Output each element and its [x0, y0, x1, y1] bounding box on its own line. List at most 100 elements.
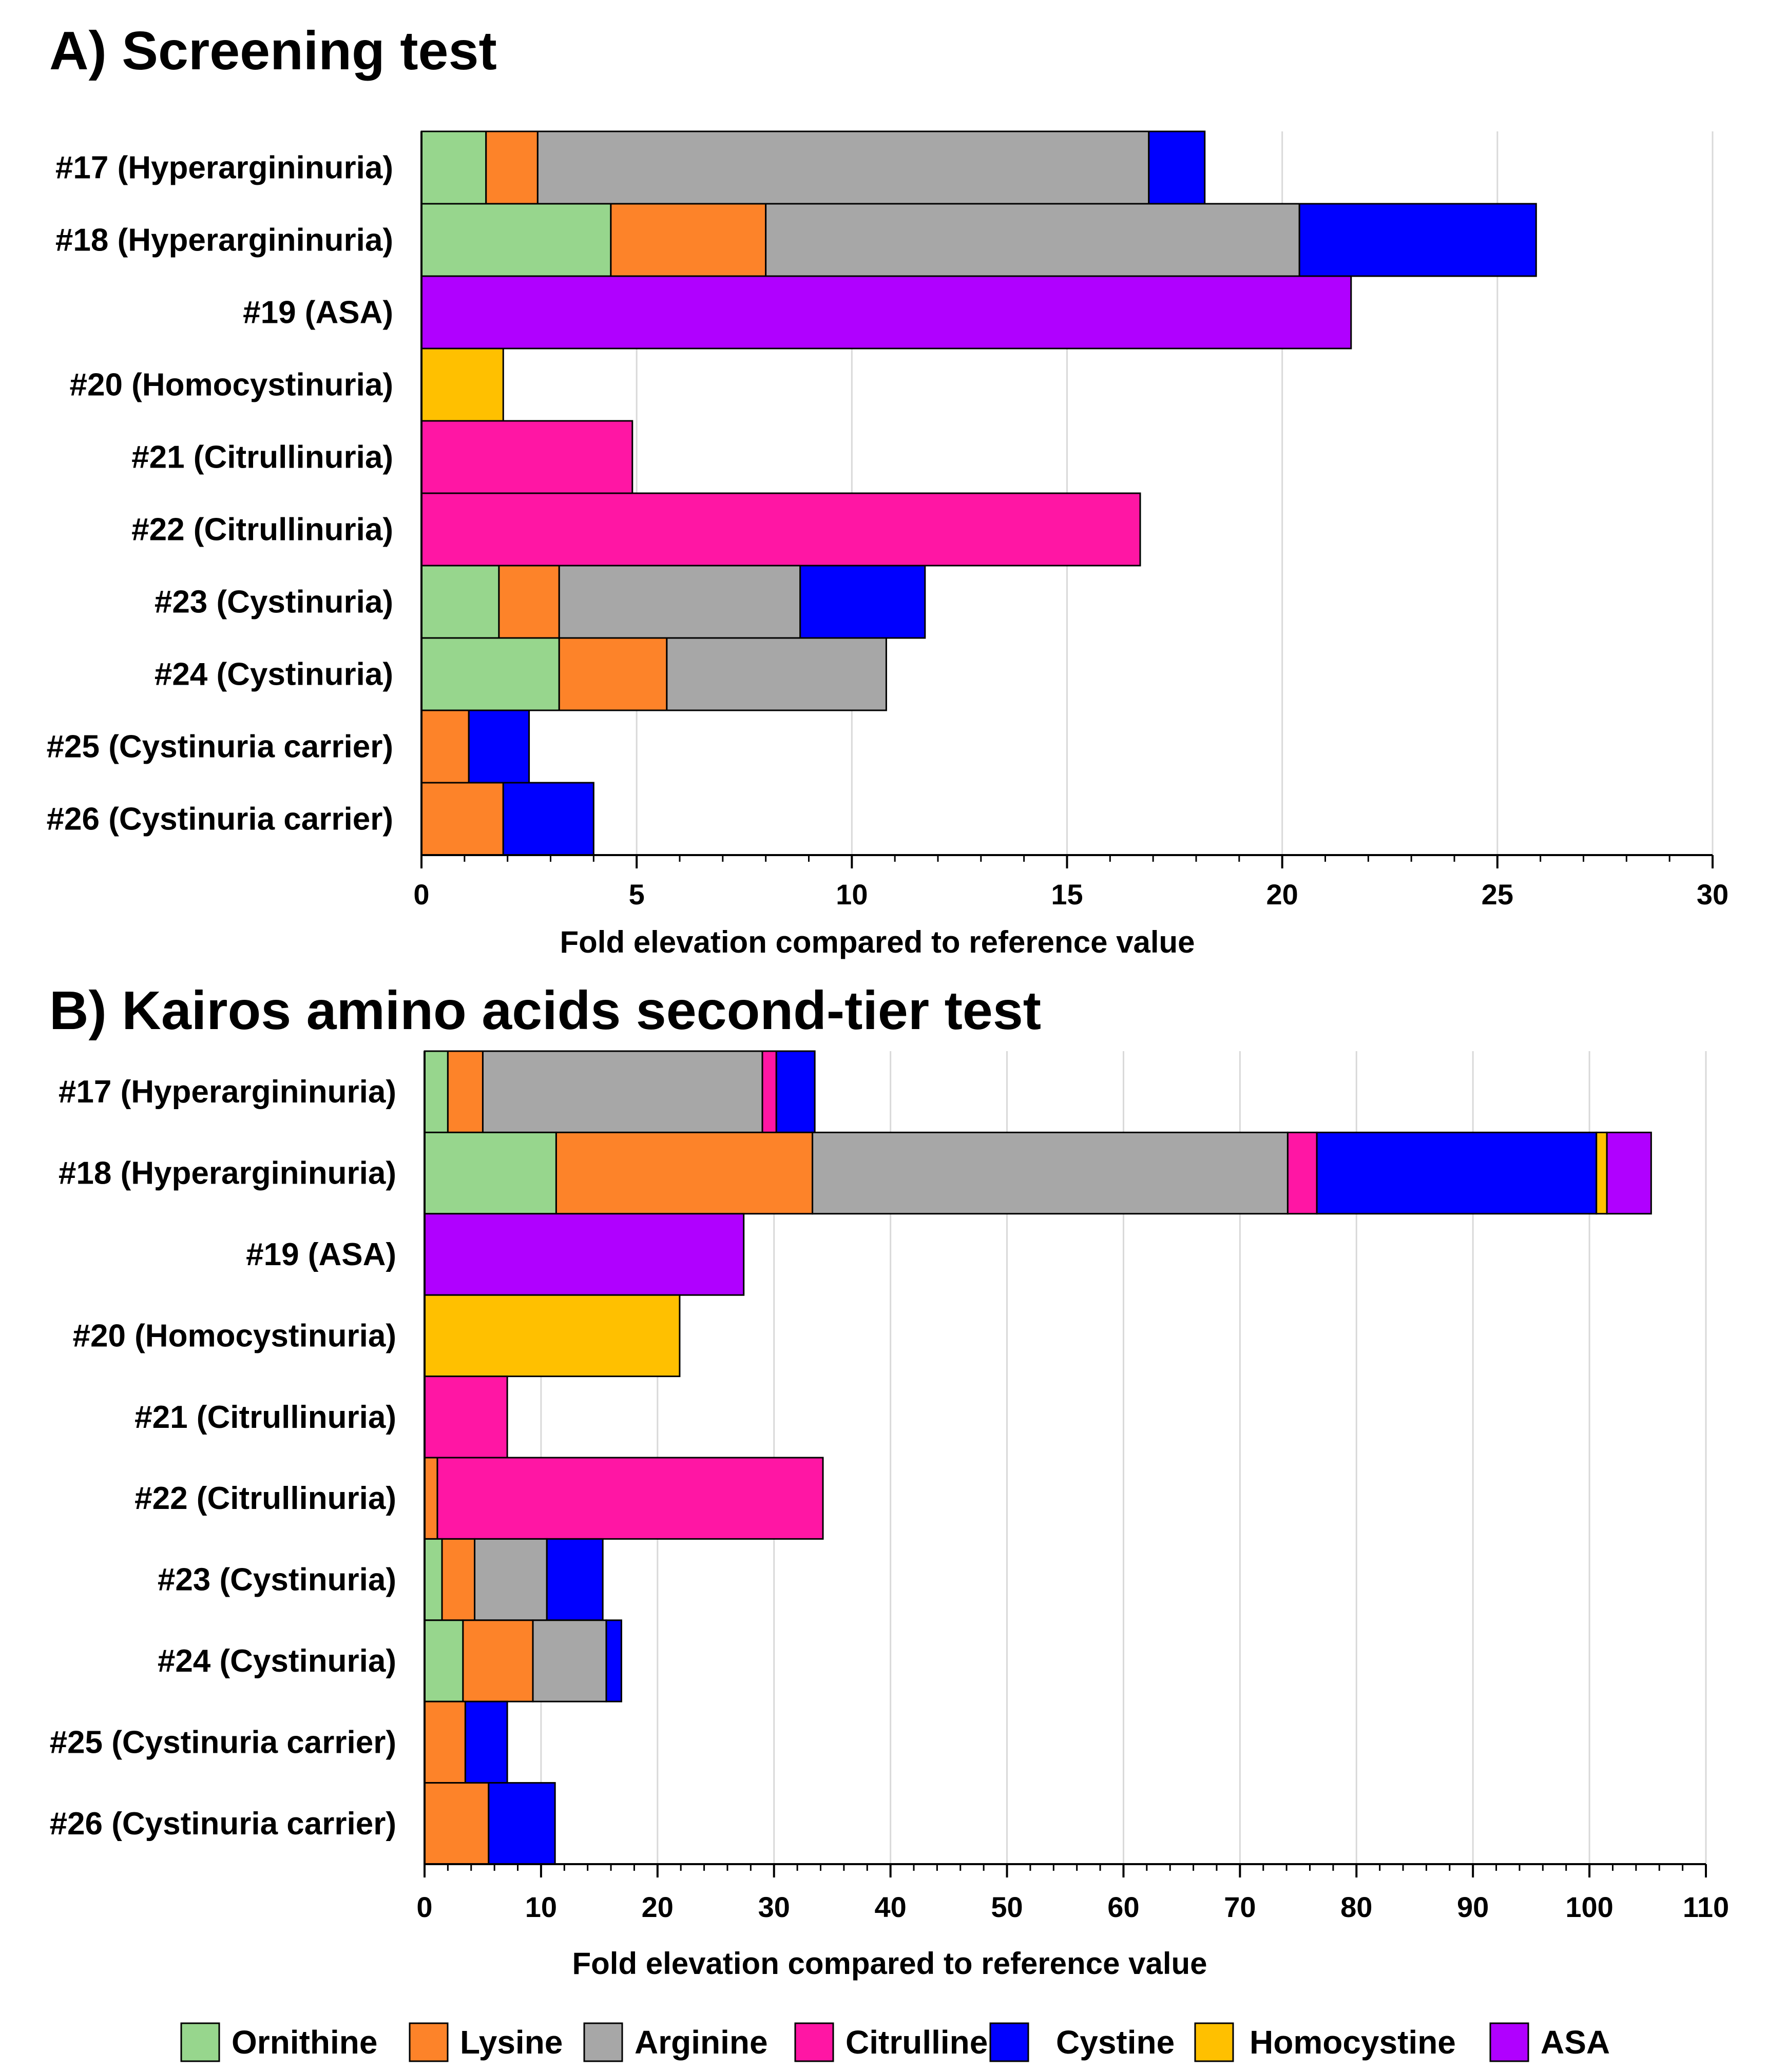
bar-segment-arginine	[536, 130, 1150, 205]
legend-swatch-lysine	[409, 2022, 449, 2062]
bar-segment-cystine	[1298, 203, 1537, 277]
bar-segment-cystine	[1316, 1131, 1598, 1215]
bar-segment-citrulline	[420, 420, 633, 494]
legend-label-homocystine: Homocystine	[1250, 2024, 1456, 2061]
x-tick-label: 100	[1565, 1891, 1613, 1923]
x-tick-label: 30	[1697, 878, 1728, 911]
x-axis: 0 5 10 15 20 25 30	[413, 131, 1728, 911]
category-label: #23 (Cystinuria)	[155, 585, 393, 620]
bar-segment-arginine	[812, 1131, 1289, 1215]
legend-label-ornithine: Ornithine	[232, 2024, 377, 2061]
legend-label-asa: ASA	[1541, 2024, 1610, 2061]
bar-segment-arginine	[558, 565, 801, 639]
x-axis-title: Fold elevation compared to reference val…	[560, 925, 1195, 959]
legend-swatch-arginine	[583, 2022, 623, 2062]
bar-segment-citrulline	[1286, 1131, 1318, 1215]
bar-segment-asa	[424, 1213, 745, 1296]
category-label: #19 (ASA)	[246, 1237, 396, 1272]
x-tick-label: 10	[525, 1891, 557, 1923]
legend-label-lysine: Lysine	[460, 2024, 563, 2061]
bar-segment-ornithine	[420, 565, 500, 639]
bar-segment-cystine	[546, 1538, 604, 1621]
x-tick-label: 50	[991, 1891, 1023, 1923]
x-tick-label: 10	[836, 878, 868, 911]
bar-segment-citrulline	[436, 1457, 824, 1540]
bar-segment-cystine	[799, 565, 926, 639]
bar-segment-arginine	[474, 1538, 548, 1621]
category-label: #17 (Hyperargininuria)	[59, 1074, 396, 1110]
x-tick-label: 20	[1266, 878, 1298, 911]
x-tick-label: 0	[413, 878, 429, 911]
bar-segment-lysine	[555, 1131, 814, 1215]
bar-segment-arginine	[765, 203, 1300, 277]
category-label: #17 (Hyperargininuria)	[55, 150, 393, 186]
category-label: #18 (Hyperargininuria)	[55, 223, 393, 258]
bar-segment-homocystine	[424, 1294, 681, 1378]
bar-segment-ornithine	[424, 1131, 557, 1215]
legend-label-arginine: Arginine	[635, 2024, 768, 2061]
category-label: #18 (Hyperargininuria)	[59, 1156, 396, 1191]
bar-segment-citrulline	[424, 1376, 508, 1459]
bar-segment-arginine	[666, 637, 887, 711]
x-tick-label: 0	[416, 1891, 432, 1923]
bar-segment-lysine	[462, 1619, 534, 1702]
x-axis-title: Fold elevation compared to reference val…	[572, 1946, 1207, 1981]
bar-segment-arginine	[532, 1619, 607, 1702]
bar-segment-homocystine	[420, 347, 504, 422]
chart-panel-a: A) Screening test 0 5 10 15 20 25 30 #17 (Hype…	[47, 21, 1729, 959]
bar-segment-lysine	[424, 1700, 466, 1784]
legend-swatch-asa	[1489, 2022, 1529, 2062]
x-tick-label: 80	[1340, 1891, 1372, 1923]
bar-segment-lysine	[447, 1050, 484, 1133]
x-tick-label: 5	[629, 878, 645, 911]
bar-segment-citrulline	[761, 1050, 777, 1133]
category-label: #20 (Homocystinuria)	[69, 367, 393, 403]
chart-title: A) Screening test	[49, 21, 497, 81]
bar-segment-ornithine	[420, 637, 560, 711]
bar-segment-lysine	[498, 565, 560, 639]
legend: Ornithine Lysine Arginine Citrulline Cystine…	[180, 2022, 1610, 2062]
bar-segment-cystine	[775, 1050, 816, 1133]
legend-label-citrulline: Citrulline	[846, 2024, 988, 2061]
bar-segment-cystine	[464, 1700, 508, 1784]
category-labels: #17 (Hyperargininuria) #18 (Hyperargininu…	[47, 150, 393, 837]
bar-segment-ornithine	[424, 1050, 449, 1133]
category-label: #22 (Citrullinuria)	[131, 512, 393, 548]
bar-segment-ornithine	[420, 203, 612, 277]
x-tick-label: 30	[758, 1891, 790, 1923]
x-axis: 0 10 20 30 40 50 60 70 80 90 100 110	[416, 1051, 1729, 1923]
category-label: #23 (Cystinuria)	[158, 1562, 396, 1598]
chart-panel-b: B) Kairos amino acids second-tier test 0…	[49, 980, 1729, 1981]
category-label: #25 (Cystinuria carrier)	[50, 1725, 396, 1760]
bar-segment-lysine	[441, 1538, 476, 1621]
bar-segment-asa	[420, 275, 1352, 350]
category-label: #26 (Cystinuria carrier)	[47, 802, 393, 837]
chart-title: B) Kairos amino acids second-tier test	[49, 980, 1041, 1041]
category-label: #24 (Cystinuria)	[158, 1643, 396, 1679]
x-tick-label: 40	[874, 1891, 906, 1923]
category-label: #24 (Cystinuria)	[155, 657, 393, 692]
bar-segment-lysine	[485, 130, 539, 205]
bar-segment-lysine	[610, 203, 767, 277]
bar-segment-ornithine	[424, 1619, 464, 1702]
bar-segment-ornithine	[420, 130, 487, 205]
bar-segment-lysine	[424, 1457, 438, 1540]
bar-segment-cystine	[488, 1782, 556, 1865]
legend-swatch-cystine	[989, 2022, 1029, 2062]
x-tick-label: 20	[642, 1891, 674, 1923]
bar-segment-cystine	[468, 709, 530, 784]
stacked-bars	[424, 1050, 1652, 1865]
bar-segment-cystine	[502, 782, 594, 856]
category-labels: #17 (Hyperargininuria) #18 (Hyperargininu…	[50, 1074, 396, 1842]
bar-segment-arginine	[482, 1050, 763, 1133]
x-tick-label: 70	[1224, 1891, 1256, 1923]
bar-segment-ornithine	[424, 1538, 443, 1621]
bar-segment-citrulline	[420, 492, 1141, 567]
bar-segment-cystine	[1148, 130, 1206, 205]
legend-swatch-ornithine	[180, 2022, 220, 2062]
category-label: #26 (Cystinuria carrier)	[50, 1806, 396, 1842]
x-tick-label: 90	[1457, 1891, 1489, 1923]
category-label: #25 (Cystinuria carrier)	[47, 729, 393, 765]
bar-segment-cystine	[605, 1619, 622, 1702]
